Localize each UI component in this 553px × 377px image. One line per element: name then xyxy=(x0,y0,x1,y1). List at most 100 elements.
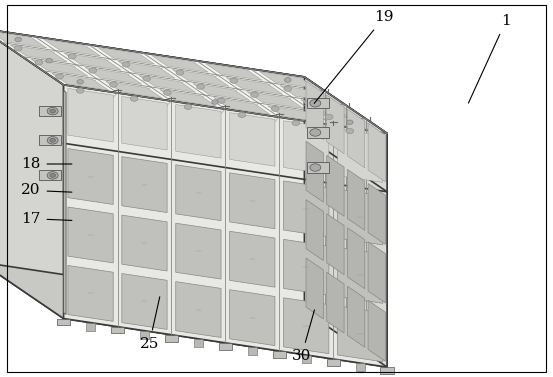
Bar xyxy=(307,98,329,108)
Text: 17: 17 xyxy=(20,211,72,226)
Bar xyxy=(39,170,61,181)
Polygon shape xyxy=(306,258,324,319)
Polygon shape xyxy=(64,85,387,367)
Polygon shape xyxy=(304,77,387,367)
Circle shape xyxy=(284,78,291,82)
Circle shape xyxy=(77,80,84,84)
Circle shape xyxy=(68,54,76,59)
Circle shape xyxy=(310,129,321,136)
Polygon shape xyxy=(229,113,275,166)
Circle shape xyxy=(176,70,184,75)
Circle shape xyxy=(15,37,22,42)
Polygon shape xyxy=(176,282,221,337)
Polygon shape xyxy=(327,272,344,333)
Polygon shape xyxy=(301,100,357,116)
Polygon shape xyxy=(31,59,88,76)
Polygon shape xyxy=(268,106,324,123)
Polygon shape xyxy=(226,78,283,94)
Polygon shape xyxy=(247,92,304,109)
Polygon shape xyxy=(213,98,270,115)
Text: 30: 30 xyxy=(291,310,315,363)
Polygon shape xyxy=(284,181,329,237)
Circle shape xyxy=(184,104,192,109)
Circle shape xyxy=(47,136,58,144)
Polygon shape xyxy=(327,95,344,154)
Polygon shape xyxy=(122,157,167,213)
Circle shape xyxy=(14,46,22,51)
Bar xyxy=(356,363,364,371)
Polygon shape xyxy=(122,215,167,271)
Polygon shape xyxy=(206,63,262,80)
Circle shape xyxy=(310,100,321,107)
Polygon shape xyxy=(64,91,66,314)
Polygon shape xyxy=(337,247,383,303)
Polygon shape xyxy=(0,28,64,319)
Polygon shape xyxy=(229,231,275,287)
Bar xyxy=(273,351,286,358)
Bar xyxy=(194,339,203,347)
Circle shape xyxy=(47,172,58,179)
Polygon shape xyxy=(229,173,275,229)
Circle shape xyxy=(251,92,258,97)
Bar xyxy=(39,135,61,146)
Bar xyxy=(140,331,149,339)
Polygon shape xyxy=(0,28,304,311)
Circle shape xyxy=(89,68,97,73)
Polygon shape xyxy=(118,61,175,78)
Polygon shape xyxy=(337,189,383,245)
Circle shape xyxy=(56,74,64,79)
Polygon shape xyxy=(176,104,221,158)
Circle shape xyxy=(212,100,218,104)
Circle shape xyxy=(76,88,84,93)
Polygon shape xyxy=(98,47,154,64)
Polygon shape xyxy=(0,28,387,133)
Polygon shape xyxy=(152,55,208,72)
Bar xyxy=(39,106,61,116)
Bar xyxy=(218,343,232,349)
Circle shape xyxy=(46,58,53,63)
Bar xyxy=(302,355,311,363)
Bar xyxy=(326,359,340,366)
Polygon shape xyxy=(259,72,316,88)
Polygon shape xyxy=(368,123,385,182)
Text: 19: 19 xyxy=(314,10,394,103)
Circle shape xyxy=(50,109,55,113)
Circle shape xyxy=(325,114,333,120)
Circle shape xyxy=(131,96,138,101)
Text: 20: 20 xyxy=(20,183,72,198)
Circle shape xyxy=(310,164,321,171)
Circle shape xyxy=(347,120,353,124)
Circle shape xyxy=(50,173,55,177)
Bar xyxy=(86,323,95,331)
Bar xyxy=(111,326,124,333)
Polygon shape xyxy=(68,207,113,263)
Polygon shape xyxy=(176,165,221,221)
Bar xyxy=(248,347,257,355)
Circle shape xyxy=(164,90,171,95)
Polygon shape xyxy=(193,84,249,100)
Circle shape xyxy=(284,86,291,91)
Polygon shape xyxy=(68,265,113,321)
Polygon shape xyxy=(347,286,365,347)
Polygon shape xyxy=(122,97,167,150)
Circle shape xyxy=(346,129,354,134)
Text: 1: 1 xyxy=(468,14,511,103)
Polygon shape xyxy=(172,69,229,86)
Circle shape xyxy=(122,62,130,67)
Circle shape xyxy=(35,60,43,65)
Circle shape xyxy=(50,138,55,142)
Polygon shape xyxy=(284,298,329,354)
Polygon shape xyxy=(68,149,113,204)
Polygon shape xyxy=(106,81,163,98)
Polygon shape xyxy=(368,184,385,244)
Circle shape xyxy=(143,76,150,81)
Polygon shape xyxy=(368,242,385,303)
Polygon shape xyxy=(122,274,167,329)
Polygon shape xyxy=(327,155,344,216)
Polygon shape xyxy=(176,223,221,279)
Polygon shape xyxy=(347,228,365,289)
Polygon shape xyxy=(0,262,387,367)
Polygon shape xyxy=(284,239,329,295)
Circle shape xyxy=(217,98,225,103)
Polygon shape xyxy=(160,90,216,106)
